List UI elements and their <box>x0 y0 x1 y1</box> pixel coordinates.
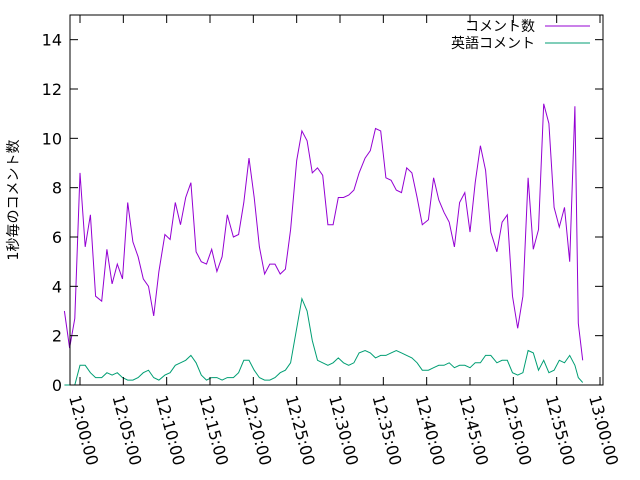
y-tick-label: 4 <box>52 277 62 296</box>
series-line-2 <box>64 296 584 386</box>
series-line-1 <box>63 103 584 361</box>
legend-label-2: 英語コメント <box>451 35 535 52</box>
y-tick-label: 0 <box>52 376 62 395</box>
y-tick-label: 8 <box>52 179 62 198</box>
y-tick-label: 14 <box>42 31 62 50</box>
y-tick-label: 10 <box>42 129 62 148</box>
series-layer <box>63 103 584 386</box>
y-axis-label: 1秒毎のコメント数 <box>6 140 22 261</box>
y-tick-label: 2 <box>52 327 62 346</box>
legend-label-1: コメント数 <box>465 19 535 35</box>
y-tick-label: 6 <box>52 228 62 247</box>
y-axis: 0 2 4 6 8 10 12 14 <box>42 31 603 395</box>
y-tick-label: 12 <box>42 80 62 99</box>
plot-frame <box>69 14 604 386</box>
